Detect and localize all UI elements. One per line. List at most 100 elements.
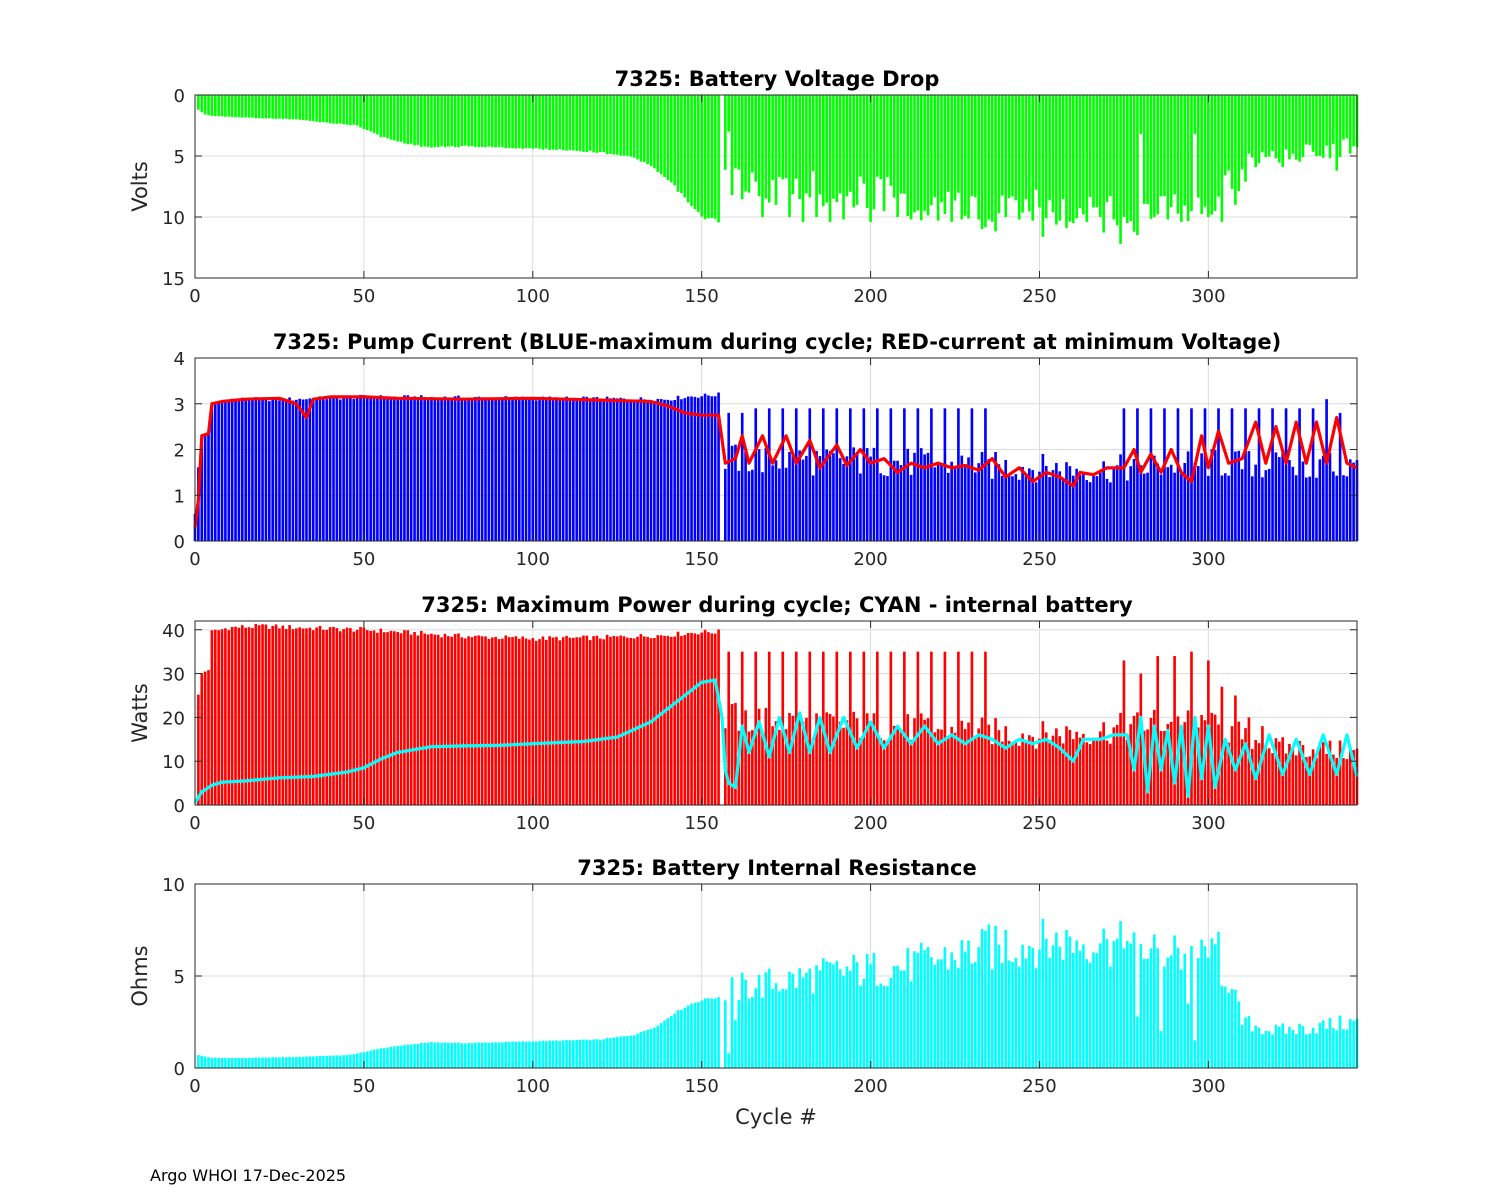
green-bar (1088, 95, 1092, 197)
green-bar (386, 95, 389, 139)
cyan-bar (555, 1040, 558, 1068)
blue-bar (1223, 473, 1227, 541)
green-bar (433, 95, 437, 148)
red-bar (1163, 730, 1166, 805)
red-bar (957, 651, 960, 805)
blue-bar (592, 397, 595, 541)
green-bar (436, 95, 440, 148)
green-bar (480, 95, 484, 148)
cyan-bar (1244, 1017, 1247, 1068)
cyan-bar (240, 1057, 244, 1068)
cyan-bar (1234, 989, 1237, 1068)
red-bar (1082, 733, 1085, 805)
blue-bar (1267, 468, 1271, 541)
red-bar (413, 632, 416, 805)
green-bar (629, 95, 633, 157)
blue-bar (1166, 467, 1170, 541)
green-bar (1125, 95, 1129, 224)
red-bar (1291, 749, 1295, 805)
cyan-bar (609, 1038, 612, 1068)
red-bar (1044, 732, 1048, 805)
green-bar (737, 95, 741, 170)
blue-bar (1345, 476, 1349, 541)
red-bar (751, 730, 754, 805)
red-bar (595, 635, 599, 805)
green-bar (582, 95, 585, 152)
cyan-bar (467, 1043, 470, 1068)
cyan-bar (892, 965, 896, 1068)
green-bar (338, 95, 342, 124)
green-bar (220, 95, 224, 117)
cyan-bar (338, 1055, 342, 1068)
green-bar (1338, 95, 1342, 157)
cyan-bar (1159, 1031, 1163, 1068)
green-bar (470, 95, 474, 147)
blue-bar (1301, 461, 1305, 541)
cyan-bar (1277, 1026, 1281, 1068)
cyan-bar (345, 1055, 349, 1068)
blue-bar (521, 396, 524, 541)
blue-bar (879, 473, 883, 541)
cyan-bar (335, 1055, 339, 1068)
green-bar (818, 95, 822, 195)
green-bar (930, 95, 933, 206)
cyan-bar (724, 1000, 727, 1068)
green-bar (764, 95, 768, 199)
cyan-bar (453, 1042, 457, 1068)
blue-bar (1122, 408, 1126, 541)
green-bar (1065, 95, 1068, 228)
blue-bar (747, 471, 751, 541)
green-bar (828, 95, 832, 222)
chart-title: 7325: Maximum Power during cycle; CYAN -… (421, 593, 1133, 617)
green-bar (943, 95, 947, 214)
cyan-bar (1034, 968, 1038, 1068)
red-bar (1186, 710, 1190, 805)
blue-bar (1055, 462, 1058, 541)
cyan-bar (268, 1057, 271, 1068)
cyan-bar (1223, 986, 1227, 1068)
cyan-bar (788, 971, 791, 1068)
cyan-bar (980, 929, 984, 1068)
green-bar (605, 95, 609, 155)
red-bar (301, 628, 305, 805)
green-bar (1092, 95, 1095, 208)
blue-bar (244, 399, 247, 541)
blue-bar (480, 397, 484, 541)
green-bar (1007, 95, 1011, 198)
red-bar (213, 629, 217, 805)
green-bar (1139, 95, 1143, 135)
blue-bar (710, 396, 714, 541)
red-bar (217, 630, 220, 805)
blue-bar (642, 399, 646, 541)
blue-bar (281, 398, 285, 541)
green-bar (1193, 95, 1197, 135)
green-bar (1186, 95, 1190, 221)
green-bar (342, 95, 345, 125)
blue-bar (838, 458, 842, 541)
green-bar (1345, 95, 1349, 139)
cyan-bar (389, 1046, 393, 1068)
green-bar (1305, 95, 1308, 145)
green-bar (403, 95, 406, 144)
red-bar (615, 636, 619, 805)
cyan-bar (960, 940, 964, 1068)
cyan-bar (1024, 958, 1028, 1068)
cyan-bar (1308, 1033, 1312, 1068)
cyan-bar (264, 1057, 268, 1068)
blue-bar (1193, 463, 1197, 541)
cyan-bar (1203, 946, 1207, 1068)
x-tick-label: 150 (685, 549, 719, 570)
green-bar (1284, 95, 1288, 150)
green-bar (946, 95, 950, 192)
cyan-bar (1088, 962, 1092, 1068)
red-bar (855, 718, 859, 805)
blue-bar (561, 397, 565, 541)
cyan-bar (1119, 921, 1122, 1068)
green-bar (308, 95, 312, 121)
green-bar (568, 95, 572, 151)
red-bar (1264, 748, 1268, 805)
cyan-bar (757, 974, 761, 1068)
cyan-bar (629, 1035, 633, 1068)
red-bar (433, 634, 437, 805)
blue-bar (311, 400, 315, 541)
